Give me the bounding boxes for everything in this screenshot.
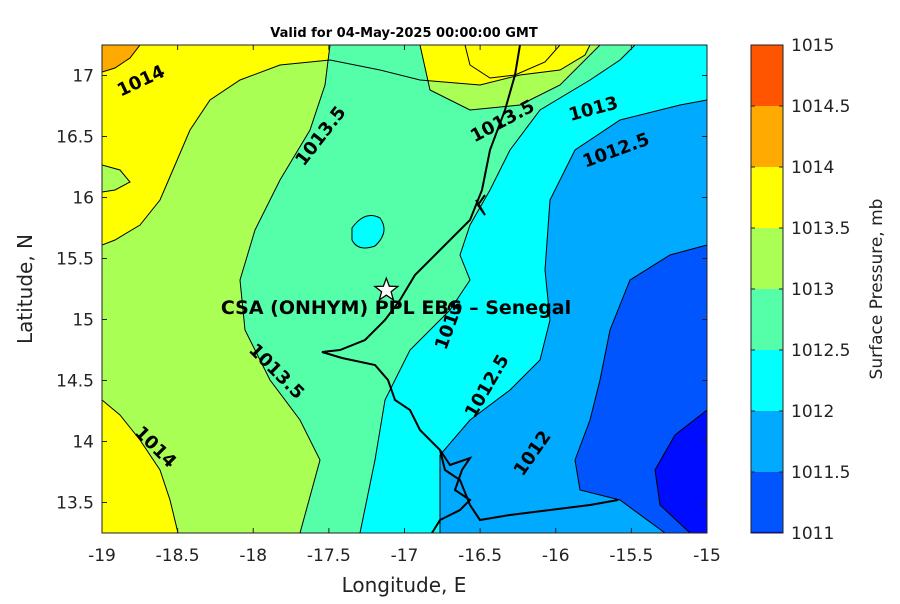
y-tick-label: 17	[72, 67, 94, 87]
y-tick-label: 15	[72, 311, 94, 331]
colorbar-band	[751, 228, 783, 289]
band-1014-top	[465, 45, 560, 78]
colorbar-band	[751, 167, 783, 228]
x-axis-label: Longitude, E	[342, 573, 467, 597]
x-tick-label: -18	[239, 546, 267, 566]
colorbar-tick-label: 1014	[791, 158, 834, 178]
colorbar-tick-label: 1012	[791, 402, 834, 422]
colorbar-tick-label: 1011.5	[791, 463, 850, 483]
band-1014.5-1015	[102, 45, 140, 72]
y-tick-label: 13.5	[56, 494, 94, 514]
contour-fill	[102, 45, 707, 533]
y-axis-label: Latitude, N	[13, 234, 37, 344]
chart-title: Valid for 04-May-2025 00:00:00 GMT	[270, 26, 538, 41]
x-tick-label: -17.5	[307, 546, 351, 566]
station-label: CSA (ONHYM) PPL EBS – Senegal	[221, 297, 571, 319]
band-1014-1014.5	[102, 45, 590, 245]
colorbar-band-min	[751, 531, 783, 533]
colorbar-band	[751, 106, 783, 167]
x-tick-label: -18.5	[156, 546, 200, 566]
station-star-icon	[373, 276, 400, 302]
band-1011-1011.5	[655, 410, 707, 533]
x-tick-label: -19	[88, 546, 116, 566]
y-tick-label: 16	[72, 189, 94, 209]
y-tick-label: 15.5	[56, 250, 94, 270]
contour-lines	[102, 45, 707, 533]
colorbar-label: Surface Pressure, mb	[867, 199, 887, 380]
x-tick-label: -16.5	[458, 546, 502, 566]
x-tick-label: -16	[542, 546, 570, 566]
y-tick-label: 14.5	[56, 372, 94, 392]
y-axis-ticks: 13.5 14 14.5 15 15.5 16 16.5 17	[56, 67, 707, 514]
colorbar-band	[751, 472, 783, 533]
colorbar-band	[751, 411, 783, 472]
colorbar-tick-label: 1011	[791, 524, 834, 544]
colorbar-tick-label: 1012.5	[791, 341, 850, 361]
y-tick-label: 16.5	[56, 128, 94, 148]
x-axis-ticks: -19 -18.5 -18 -17.5 -17 -16.5 -16 -15.5 -15	[88, 45, 721, 566]
colorbar-tick-label: 1013	[791, 280, 834, 300]
colorbar-band	[751, 289, 783, 350]
coastline	[321, 45, 619, 533]
colorbar-band	[751, 350, 783, 411]
y-tick-label: 14	[72, 433, 94, 453]
colorbar-tick-label: 1013.5	[791, 219, 850, 239]
x-tick-label: -17	[391, 546, 419, 566]
colorbar-band	[751, 45, 783, 106]
colorbar-tick-label: 1015	[791, 36, 834, 56]
colorbar: 1011 1011.5 1012 1012.5 1013 1013.5 1014 1014.5…	[750, 36, 850, 544]
x-tick-label: -15	[693, 546, 721, 566]
x-tick-label: -15.5	[609, 546, 653, 566]
band-1012.5-blob	[352, 215, 384, 248]
colorbar-tick-label: 1014.5	[791, 97, 850, 117]
station-marker-group: CSA (ONHYM) PPL EBS – Senegal	[221, 276, 571, 319]
band-1014-1014.5-sw	[102, 400, 178, 533]
